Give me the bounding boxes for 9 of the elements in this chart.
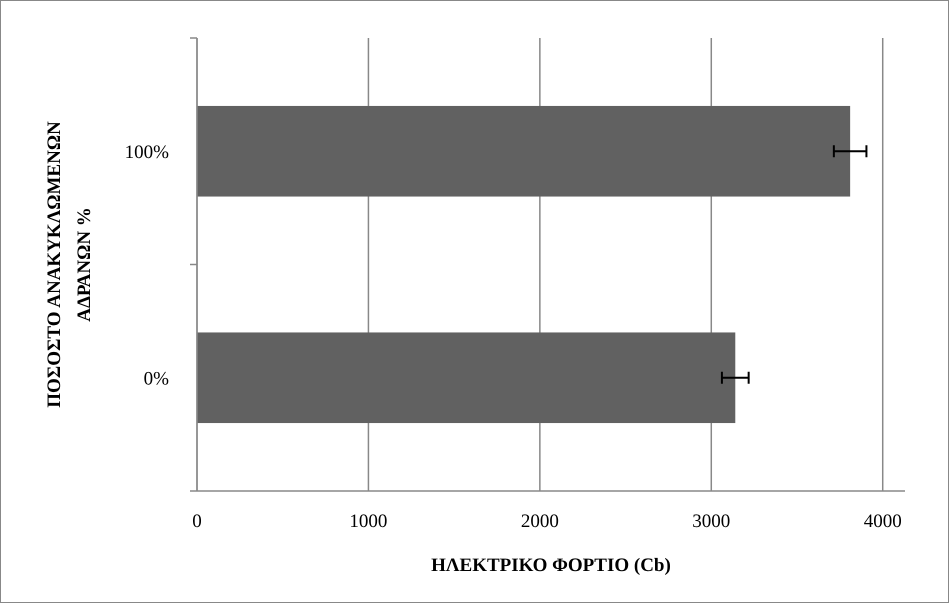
y-tick-label: 100% [124,142,170,163]
x-tick-label: 4000 [864,511,902,532]
x-tick-label: 3000 [692,511,730,532]
x-tick-label: 0 [192,511,202,532]
x-axis-title: ΗΛΕΚΤΡΙΚΟ ΦΟΡΤΙΟ (Cb) [431,555,671,576]
y-tick-label: 0% [144,368,170,390]
x-tick-label: 2000 [520,511,559,532]
y-axis-title: ΠΟΣΟΣΤΟ ΑΝΑΚΥΚΛΩΜΕΝΩΝ ΑΔΡΑΝΩΝ % [44,120,95,408]
x-tick-label: 1000 [349,511,388,532]
